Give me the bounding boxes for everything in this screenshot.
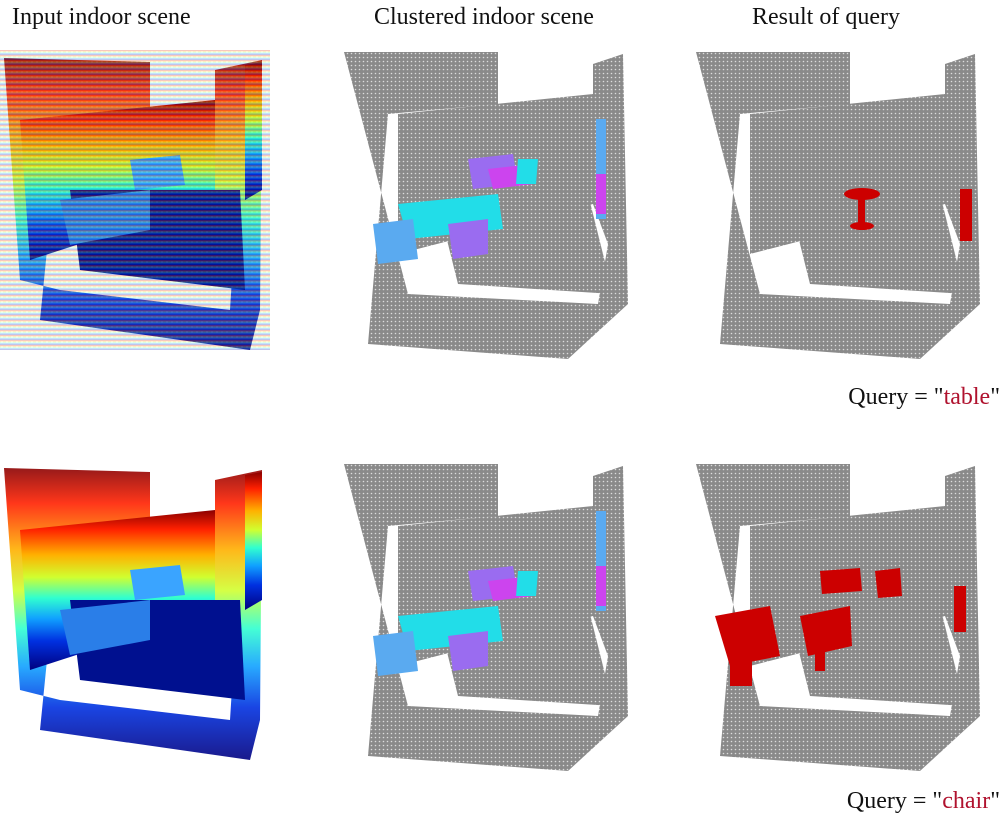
query-caption-row1: Query = "table" <box>848 382 1000 412</box>
query-term: chair <box>942 788 991 814</box>
query-term: table <box>943 384 991 410</box>
input-scene-image-row2 <box>0 460 270 760</box>
query-caption-prefix: Query = " <box>846 788 943 814</box>
clustered-scene-pointcloud <box>344 464 628 771</box>
clustered-scene-image-row2 <box>338 456 638 776</box>
column-title-input: Input indoor scene <box>12 4 191 30</box>
clustered-scene-image-row1 <box>338 44 638 364</box>
query-result-pointcloud <box>696 52 980 359</box>
input-scene-pointcloud <box>4 468 262 760</box>
column-title-clustered: Clustered indoor scene <box>374 4 594 30</box>
query-caption-suffix: " <box>990 788 1000 814</box>
query-result-pointcloud <box>696 464 980 771</box>
input-scene-image-row1 <box>0 50 270 350</box>
input-scene-pointcloud <box>0 50 270 350</box>
query-result-image-row2 <box>690 456 990 776</box>
column-title-query-result: Result of query <box>752 4 900 30</box>
query-caption-prefix: Query = " <box>848 384 944 410</box>
query-caption-row2: Query = "chair" <box>847 786 1000 816</box>
clustered-scene-pointcloud <box>344 52 628 359</box>
query-caption-suffix: " <box>990 384 1000 410</box>
query-result-image-row1 <box>690 44 990 364</box>
